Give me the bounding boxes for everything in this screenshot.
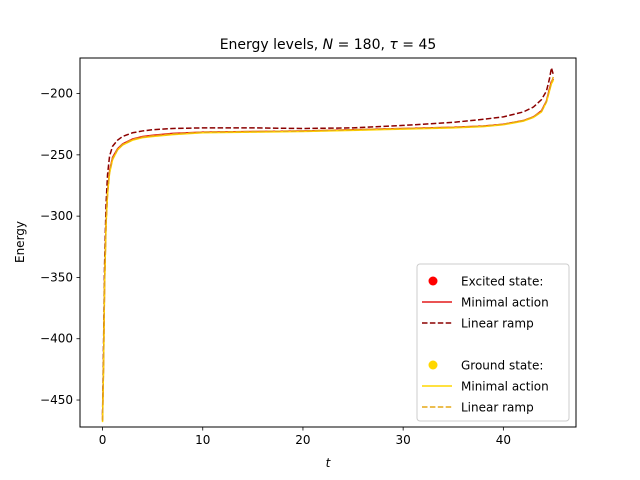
legend-label: Minimal action xyxy=(461,296,549,310)
title-tau-value: = 45 xyxy=(398,37,436,53)
y-tick-label: −300 xyxy=(40,209,73,223)
legend-label: Linear ramp xyxy=(461,401,534,415)
series-excited-linear-ramp-line xyxy=(101,67,555,415)
x-axis-label: t xyxy=(326,456,332,470)
y-axis-label: Energy xyxy=(13,221,27,263)
title-n-symbol: N xyxy=(323,37,334,53)
legend-marker xyxy=(428,276,438,286)
x-tick-label: 10 xyxy=(195,433,210,447)
legend-label: Ground state: xyxy=(461,359,543,373)
x-axis: 0 10 20 30 40 xyxy=(99,427,511,447)
y-tick-label: −400 xyxy=(40,332,73,346)
x-tick-label: 20 xyxy=(295,433,310,447)
y-tick-label: −250 xyxy=(40,148,73,162)
x-tick-label: 30 xyxy=(396,433,411,447)
x-tick-label: 40 xyxy=(496,433,511,447)
legend: Excited state: Minimal action Linear ramp G… xyxy=(416,263,570,422)
y-tick-label: −350 xyxy=(40,270,73,284)
x-tick-label: 0 xyxy=(99,433,107,447)
plot-area xyxy=(101,67,555,423)
legend-label: Minimal action xyxy=(461,380,549,394)
legend-label: Linear ramp xyxy=(461,317,534,331)
axes-frame xyxy=(79,57,577,428)
legend-marker xyxy=(428,360,438,370)
y-tick-label: −450 xyxy=(40,393,73,407)
y-tick-label: −200 xyxy=(40,87,73,101)
series-ground-linear-ramp-line xyxy=(101,76,555,421)
title-n-value: = 180, xyxy=(333,37,389,53)
y-axis: −450 −400 −350 −300 −250 −200 xyxy=(40,87,80,407)
legend-label: Excited state: xyxy=(461,275,543,289)
title-tau-symbol: τ xyxy=(389,37,398,53)
chart-title: Energy levels, N = 180, τ = 45 xyxy=(220,37,437,53)
legend-box xyxy=(416,263,570,422)
title-prefix: Energy levels, xyxy=(220,37,323,53)
